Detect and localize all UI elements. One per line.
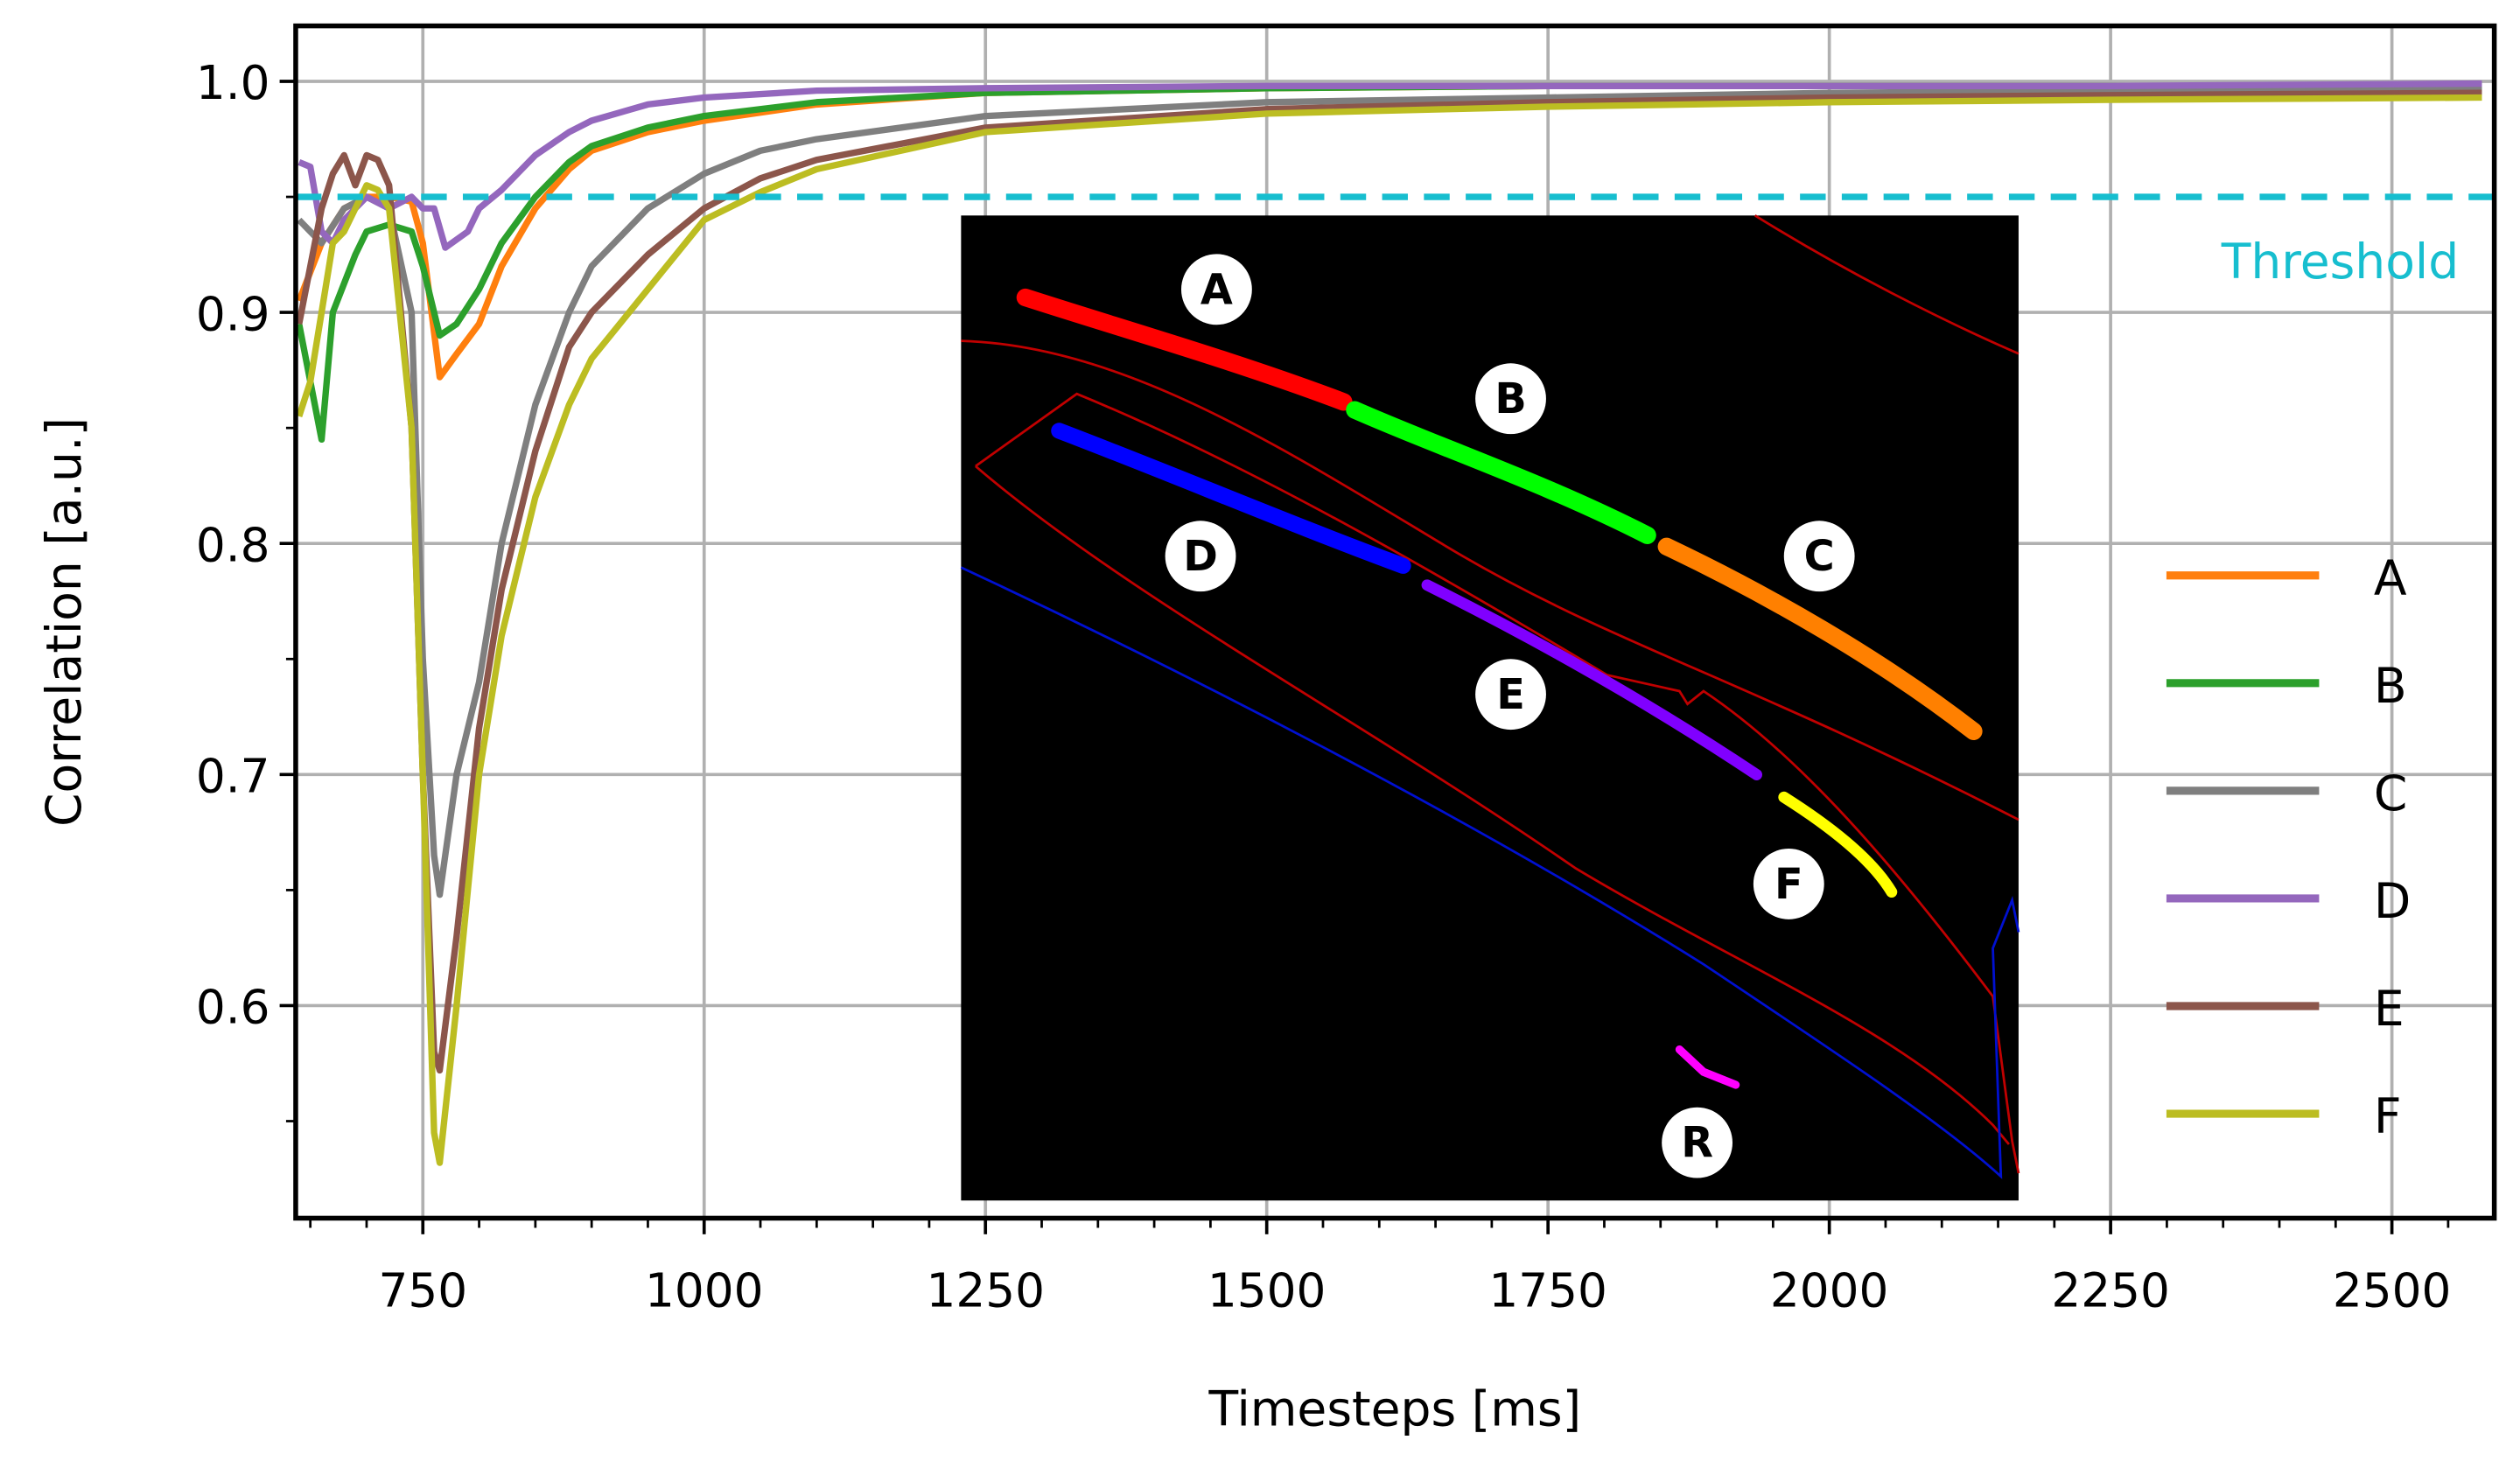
- svg-text:R: R: [1681, 1120, 1713, 1168]
- y-tick-label: 1.0: [196, 56, 270, 110]
- x-tick-label: 1250: [926, 1263, 1045, 1318]
- legend-label-E: E: [2374, 981, 2404, 1037]
- x-tick-label: 1500: [1208, 1263, 1326, 1318]
- segment-C: [1657, 537, 1983, 741]
- inset-label-F: F: [1753, 849, 1824, 919]
- segment-F: [1778, 791, 1898, 898]
- svg-text:F: F: [1774, 861, 1803, 909]
- series-line-D: [298, 80, 2482, 251]
- legend-label-C: C: [2374, 765, 2407, 821]
- y-tick-label: 0.6: [196, 981, 270, 1035]
- svg-text:C: C: [1804, 533, 1835, 581]
- x-tick-label: 750: [378, 1263, 467, 1318]
- segment-R: [1675, 1045, 1740, 1089]
- legend-label-B: B: [2374, 658, 2407, 714]
- x-tick-label: 1000: [645, 1263, 764, 1318]
- series-line-E: [296, 89, 2482, 1074]
- legend-label-A: A: [2374, 550, 2407, 606]
- y-tick-label: 0.8: [196, 518, 270, 572]
- series-line-F: [296, 94, 2482, 1166]
- svg-text:A: A: [1200, 266, 1233, 314]
- segment-D: [1051, 423, 1411, 574]
- inset-label-R: R: [1662, 1107, 1732, 1178]
- x-axis-label: Timesteps [ms]: [1208, 1381, 1581, 1437]
- x-tick-label: 2500: [2333, 1263, 2452, 1318]
- svg-text:B: B: [1494, 375, 1526, 423]
- y-tick-label: 0.7: [196, 750, 270, 804]
- inset-label-C: C: [1783, 521, 1855, 592]
- axes-frame: [293, 23, 2497, 1221]
- svg-text:D: D: [1183, 533, 1218, 581]
- x-tick-label: 2000: [1770, 1263, 1889, 1318]
- x-tick-label: 2250: [2051, 1263, 2170, 1318]
- legend-label-D: D: [2374, 873, 2411, 929]
- inset-label-E: E: [1475, 659, 1546, 730]
- x-tick-label: 1750: [1488, 1263, 1607, 1318]
- y-tick-label: 0.9: [196, 287, 270, 341]
- segment-A: [1016, 288, 1353, 411]
- inset-label-B: B: [1475, 363, 1546, 435]
- inset-label-D: D: [1165, 521, 1236, 592]
- legend-label-F: F: [2374, 1088, 2402, 1144]
- segment-E: [1421, 579, 1762, 780]
- segment-B: [1346, 401, 1656, 544]
- threshold-label: Threshold: [2221, 234, 2460, 290]
- inset-image: A B C D E F R: [960, 214, 2020, 1201]
- y-axis-label: Correlation [a.u.]: [36, 417, 92, 827]
- inset-label-A: A: [1181, 254, 1252, 325]
- axis-ticks: 750 1000 1250 1500 1750 2000 2250 2500 0.6 0.7 0.8…: [196, 56, 2451, 1318]
- svg-text:E: E: [1496, 671, 1525, 719]
